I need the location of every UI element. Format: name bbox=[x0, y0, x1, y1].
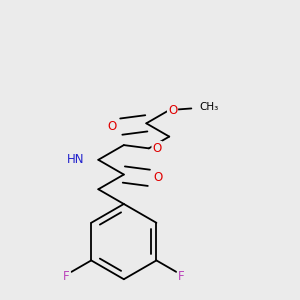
Text: F: F bbox=[63, 270, 70, 283]
Text: O: O bbox=[168, 103, 177, 117]
Text: O: O bbox=[153, 171, 163, 184]
Text: O: O bbox=[152, 142, 162, 155]
Text: HN: HN bbox=[67, 153, 85, 166]
Text: F: F bbox=[178, 270, 184, 283]
Text: O: O bbox=[107, 120, 117, 133]
Text: CH₃: CH₃ bbox=[200, 102, 219, 112]
